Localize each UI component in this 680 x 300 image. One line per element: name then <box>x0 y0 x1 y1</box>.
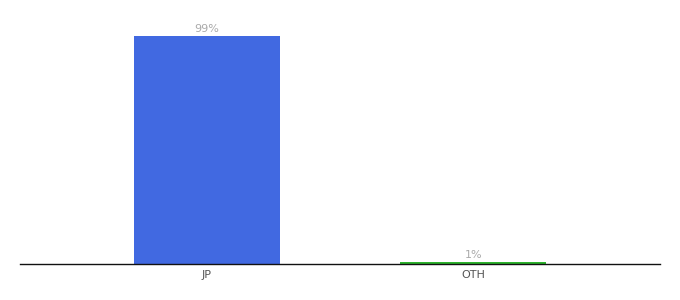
Text: 1%: 1% <box>464 250 482 260</box>
Text: 99%: 99% <box>194 24 219 34</box>
Bar <box>133 36 280 264</box>
Bar <box>400 262 547 264</box>
